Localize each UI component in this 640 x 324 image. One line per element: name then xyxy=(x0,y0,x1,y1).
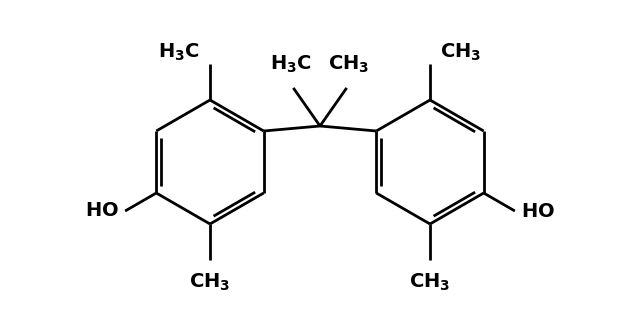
Text: $\mathbf{CH_3}$: $\mathbf{CH_3}$ xyxy=(440,41,481,63)
Text: $\mathbf{HO}$: $\mathbf{HO}$ xyxy=(85,202,119,221)
Text: $\mathbf{H_3C}$: $\mathbf{H_3C}$ xyxy=(271,53,312,75)
Text: $\mathbf{CH_3}$: $\mathbf{CH_3}$ xyxy=(328,53,369,75)
Text: $\mathbf{HO}$: $\mathbf{HO}$ xyxy=(521,202,555,221)
Text: $\mathbf{CH_3}$: $\mathbf{CH_3}$ xyxy=(410,272,451,293)
Text: $\mathbf{CH_3}$: $\mathbf{CH_3}$ xyxy=(189,272,230,293)
Text: $\mathbf{H_3C}$: $\mathbf{H_3C}$ xyxy=(158,41,200,63)
